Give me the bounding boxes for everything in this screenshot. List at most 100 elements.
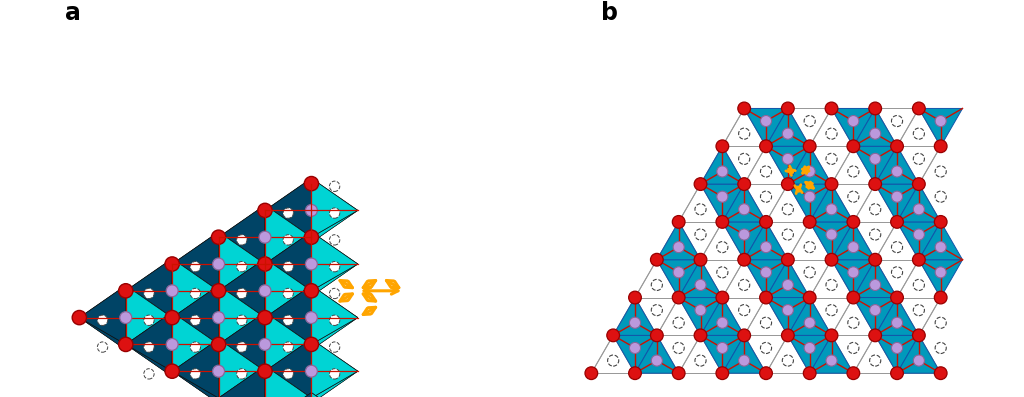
Polygon shape: [635, 335, 679, 373]
Polygon shape: [218, 259, 265, 318]
Circle shape: [673, 216, 685, 228]
Polygon shape: [218, 259, 265, 291]
Circle shape: [848, 166, 859, 177]
Polygon shape: [311, 178, 357, 210]
Circle shape: [258, 310, 272, 325]
Circle shape: [892, 241, 902, 252]
Polygon shape: [311, 291, 357, 350]
Circle shape: [761, 191, 771, 202]
Polygon shape: [656, 260, 700, 297]
Circle shape: [825, 329, 838, 342]
Circle shape: [120, 312, 132, 324]
Polygon shape: [218, 339, 265, 371]
Polygon shape: [722, 335, 766, 373]
Circle shape: [892, 267, 902, 278]
Circle shape: [330, 262, 340, 272]
Polygon shape: [265, 318, 311, 350]
Circle shape: [891, 216, 903, 228]
Circle shape: [211, 230, 225, 244]
Polygon shape: [311, 237, 357, 296]
Circle shape: [869, 304, 881, 316]
Polygon shape: [218, 210, 265, 269]
Polygon shape: [172, 291, 218, 323]
Circle shape: [826, 153, 837, 164]
Polygon shape: [744, 108, 787, 146]
Circle shape: [826, 355, 837, 366]
Polygon shape: [126, 318, 172, 376]
Circle shape: [738, 329, 751, 342]
Circle shape: [738, 178, 751, 191]
Polygon shape: [126, 344, 172, 376]
Circle shape: [673, 317, 684, 328]
Circle shape: [283, 315, 293, 326]
Polygon shape: [787, 335, 831, 373]
Circle shape: [912, 178, 926, 191]
Polygon shape: [265, 232, 311, 291]
Circle shape: [804, 140, 816, 152]
Polygon shape: [218, 312, 265, 344]
Polygon shape: [126, 318, 172, 350]
Circle shape: [804, 166, 815, 177]
Circle shape: [847, 140, 860, 152]
Circle shape: [283, 288, 293, 299]
Circle shape: [211, 337, 225, 352]
Polygon shape: [218, 371, 265, 397]
Polygon shape: [172, 344, 218, 376]
Circle shape: [650, 253, 664, 266]
Circle shape: [869, 355, 881, 366]
Polygon shape: [311, 178, 357, 237]
Circle shape: [782, 279, 794, 291]
Polygon shape: [218, 318, 265, 376]
Circle shape: [304, 337, 318, 352]
Circle shape: [934, 367, 947, 380]
Circle shape: [330, 342, 340, 352]
Circle shape: [119, 337, 133, 352]
Circle shape: [716, 291, 729, 304]
Circle shape: [804, 342, 815, 353]
Circle shape: [694, 329, 707, 342]
Circle shape: [330, 208, 340, 218]
Circle shape: [695, 355, 707, 366]
Circle shape: [716, 140, 729, 152]
Circle shape: [761, 241, 771, 252]
Circle shape: [782, 355, 794, 366]
Polygon shape: [218, 264, 265, 323]
Circle shape: [237, 262, 247, 272]
Circle shape: [695, 279, 707, 291]
Circle shape: [673, 291, 685, 304]
Circle shape: [891, 367, 903, 380]
Circle shape: [304, 283, 318, 298]
Polygon shape: [172, 312, 218, 344]
Circle shape: [825, 178, 838, 191]
Polygon shape: [218, 291, 265, 350]
Polygon shape: [853, 146, 897, 184]
Circle shape: [912, 329, 926, 342]
Circle shape: [651, 279, 663, 291]
Polygon shape: [218, 205, 265, 264]
Polygon shape: [810, 184, 853, 222]
Circle shape: [892, 317, 902, 328]
Circle shape: [892, 166, 902, 177]
Polygon shape: [218, 237, 265, 269]
Circle shape: [330, 315, 340, 326]
Circle shape: [213, 365, 224, 377]
Circle shape: [738, 229, 750, 240]
Circle shape: [237, 235, 247, 245]
Circle shape: [165, 364, 179, 378]
Circle shape: [166, 338, 178, 351]
Polygon shape: [265, 205, 311, 237]
Polygon shape: [265, 259, 311, 291]
Polygon shape: [700, 297, 744, 335]
Polygon shape: [126, 312, 172, 344]
Circle shape: [283, 235, 293, 245]
Circle shape: [237, 315, 247, 326]
Circle shape: [868, 253, 882, 266]
Circle shape: [935, 191, 946, 202]
Circle shape: [305, 258, 317, 270]
Circle shape: [717, 342, 728, 353]
Circle shape: [913, 153, 925, 164]
Circle shape: [119, 283, 133, 298]
Polygon shape: [172, 339, 218, 397]
Circle shape: [761, 116, 771, 127]
Polygon shape: [265, 312, 311, 344]
